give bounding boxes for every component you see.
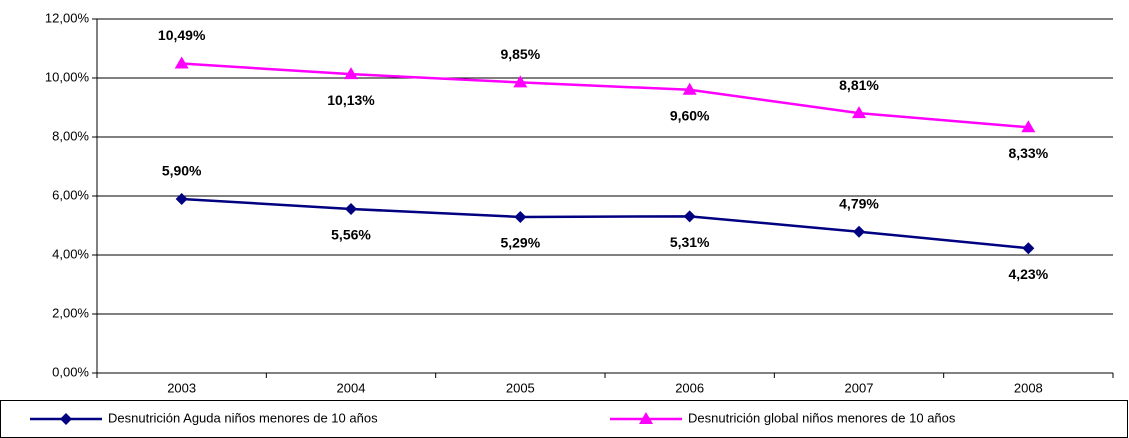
point bbox=[175, 192, 188, 205]
data-label: 8,81% bbox=[839, 77, 879, 93]
point bbox=[513, 75, 528, 88]
data-label: 9,60% bbox=[670, 108, 710, 124]
x-tick-label: 2007 bbox=[845, 380, 874, 395]
x-tick-label: 2003 bbox=[167, 380, 196, 395]
data-label: 4,79% bbox=[839, 195, 879, 211]
x-tick-label: 2004 bbox=[337, 380, 366, 395]
point bbox=[344, 67, 358, 80]
point bbox=[639, 412, 653, 424]
data-label: 5,56% bbox=[331, 227, 371, 243]
y-tick-label: 10,00% bbox=[45, 69, 90, 84]
y-tick-label: 12,00% bbox=[45, 10, 90, 25]
point bbox=[60, 413, 72, 425]
point bbox=[853, 225, 865, 238]
x-tick-label: 2005 bbox=[506, 380, 535, 395]
point bbox=[1022, 242, 1035, 255]
data-label: 10,13% bbox=[327, 92, 375, 108]
data-label: 5,31% bbox=[670, 234, 710, 250]
data-label: 5,29% bbox=[500, 235, 540, 251]
data-label: 5,90% bbox=[162, 163, 202, 179]
point bbox=[174, 56, 189, 69]
data-label: 10,49% bbox=[158, 27, 206, 43]
y-tick-label: 6,00% bbox=[52, 187, 89, 202]
data-label: 8,33% bbox=[1008, 145, 1048, 161]
point bbox=[852, 106, 866, 119]
x-tick-label: 2008 bbox=[1014, 380, 1043, 395]
point bbox=[682, 82, 697, 95]
x-tick-label: 2006 bbox=[675, 380, 704, 395]
y-tick-label: 4,00% bbox=[52, 246, 89, 261]
y-tick-label: 2,00% bbox=[52, 305, 89, 320]
series-line bbox=[181, 62, 1029, 129]
data-label: 9,85% bbox=[500, 46, 540, 62]
point bbox=[1021, 120, 1036, 133]
y-tick-label: 0,00% bbox=[52, 364, 89, 379]
point bbox=[514, 210, 527, 223]
series-line bbox=[181, 197, 1029, 250]
point bbox=[345, 202, 357, 215]
legend-label: Desnutrición Aguda niños menores de 10 a… bbox=[108, 410, 378, 425]
y-tick-label: 8,00% bbox=[52, 128, 89, 143]
point bbox=[683, 210, 696, 223]
data-label: 4,23% bbox=[1008, 266, 1048, 282]
legend-label: Desnutrición global niños menores de 10 … bbox=[688, 410, 956, 425]
